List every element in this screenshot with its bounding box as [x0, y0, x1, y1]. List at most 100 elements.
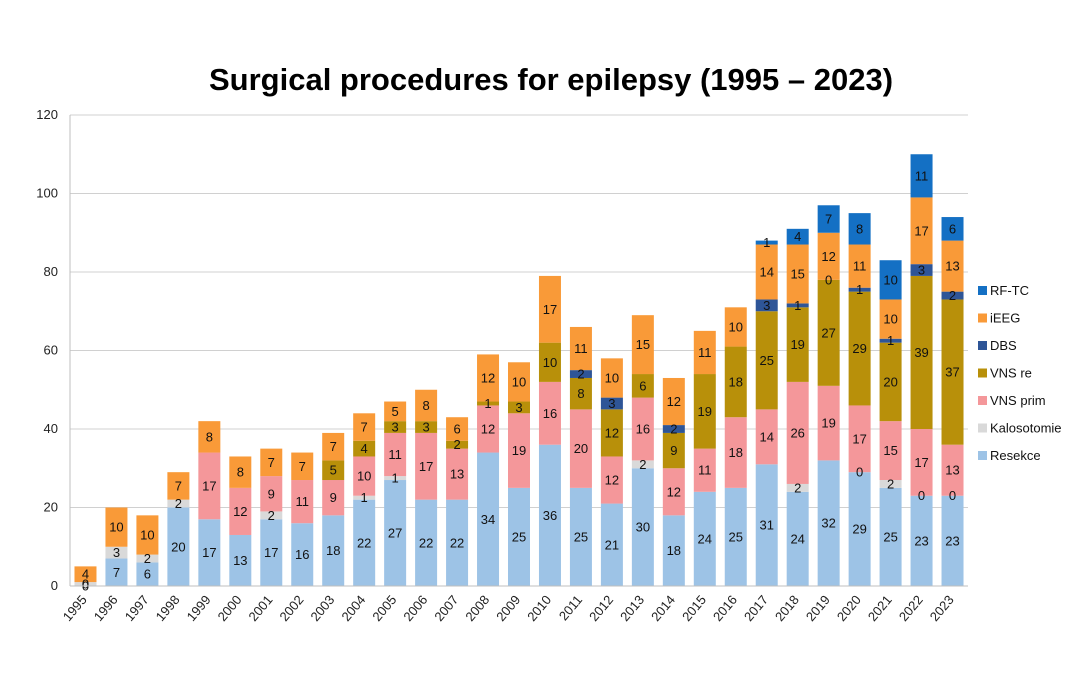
- legend-swatch: [978, 341, 987, 350]
- data-label: 0: [918, 488, 925, 503]
- x-tick-label: 2018: [772, 592, 802, 624]
- bar-segment: [74, 582, 97, 586]
- data-label: 13: [233, 553, 247, 568]
- bar-segment: [477, 405, 500, 453]
- bar-segment: [353, 499, 376, 586]
- data-label: 13: [945, 463, 959, 478]
- bar-segment: [879, 487, 902, 586]
- bar-segment: [260, 448, 283, 477]
- data-label: 1: [887, 333, 894, 348]
- data-label: 31: [759, 518, 773, 533]
- data-label: 9: [330, 490, 337, 505]
- bar-segment: [353, 456, 376, 496]
- data-label: 10: [729, 319, 743, 334]
- bar-segment: [136, 515, 159, 555]
- data-label: 9: [268, 486, 275, 501]
- bars: [74, 154, 964, 586]
- x-tick-label: 1999: [184, 592, 214, 624]
- legend-swatch: [978, 423, 987, 433]
- bar-segment: [941, 291, 964, 300]
- data-label: 8: [856, 221, 863, 236]
- data-label: 7: [361, 420, 368, 435]
- data-label: 6: [949, 221, 956, 236]
- bar-segment: [446, 417, 469, 441]
- data-label: 2: [577, 367, 584, 382]
- bar-segment: [693, 330, 716, 375]
- legend-swatch: [978, 368, 987, 378]
- data-label: 17: [202, 545, 216, 560]
- bar-segment: [910, 275, 933, 429]
- data-label: 19: [512, 443, 526, 458]
- x-tick-label: 1997: [122, 592, 152, 624]
- bar-segment: [724, 417, 747, 488]
- y-tick-label: 120: [36, 107, 58, 122]
- data-label: 11: [853, 259, 867, 274]
- x-tick-label: 2002: [276, 592, 306, 624]
- bar-segment: [848, 405, 871, 473]
- data-label: 17: [264, 545, 278, 560]
- data-label: 27: [821, 325, 835, 340]
- bar-segment: [817, 232, 840, 280]
- bar-segment: [662, 377, 685, 426]
- bar-segment: [631, 397, 654, 461]
- data-label: 7: [268, 455, 275, 470]
- bar-segment: [477, 452, 500, 586]
- legend-label: VNS re: [990, 366, 1032, 381]
- bar-segment: [260, 519, 283, 586]
- data-label: 10: [109, 520, 123, 535]
- data-label: 7: [113, 565, 120, 580]
- x-tick-label: 2006: [400, 592, 430, 624]
- data-label: 11: [295, 494, 309, 509]
- x-tick-label: 2015: [679, 592, 709, 624]
- data-label: 4: [794, 229, 801, 244]
- data-label: 39: [914, 345, 928, 360]
- data-label: 15: [883, 443, 897, 458]
- data-label: 17: [914, 455, 928, 470]
- y-tick-label: 60: [44, 343, 58, 358]
- data-label: 6: [453, 422, 460, 437]
- bar-segment: [848, 244, 871, 288]
- bar-segment: [105, 546, 128, 559]
- data-label: 11: [915, 168, 929, 183]
- bar-segment: [569, 409, 592, 488]
- bar-segment: [600, 409, 623, 457]
- data-label: 25: [883, 529, 897, 544]
- data-label: 8: [237, 465, 244, 480]
- data-label: 17: [852, 431, 866, 446]
- bar-segment: [879, 421, 902, 481]
- bar-segment: [941, 299, 964, 445]
- bar-segment: [817, 205, 840, 233]
- data-label: 18: [729, 445, 743, 460]
- bar-segment: [600, 456, 623, 504]
- data-label: 12: [667, 484, 681, 499]
- bar-segment: [879, 299, 902, 339]
- data-label: 1: [361, 490, 368, 505]
- data-label: 1: [392, 471, 399, 486]
- data-label: 20: [883, 374, 897, 389]
- data-label: 7: [299, 459, 306, 474]
- bar-segment: [508, 487, 530, 586]
- data-label: 2: [175, 496, 182, 511]
- x-tick-label: 2017: [741, 592, 771, 624]
- data-label: 2: [639, 457, 646, 472]
- bar-segment: [538, 275, 561, 343]
- data-label: 25: [574, 529, 588, 544]
- bar-segment: [477, 354, 500, 402]
- bar-segment: [848, 291, 871, 406]
- data-label: 37: [945, 365, 959, 380]
- data-label: 13: [450, 467, 464, 482]
- bar-segment: [74, 566, 97, 583]
- data-label: 18: [729, 374, 743, 389]
- bar-segment: [941, 240, 964, 292]
- x-tick-label: 1995: [60, 592, 90, 624]
- data-label: 30: [636, 520, 650, 535]
- bar-segment: [291, 523, 314, 586]
- data-label: 10: [543, 355, 557, 370]
- data-label: 0: [856, 465, 863, 480]
- x-tick-label: 2009: [493, 592, 523, 624]
- data-label: 6: [144, 567, 151, 582]
- bar-segment: [600, 358, 623, 398]
- bar-segment: [384, 480, 407, 586]
- bar-segment: [817, 279, 840, 386]
- data-label: 7: [825, 212, 832, 227]
